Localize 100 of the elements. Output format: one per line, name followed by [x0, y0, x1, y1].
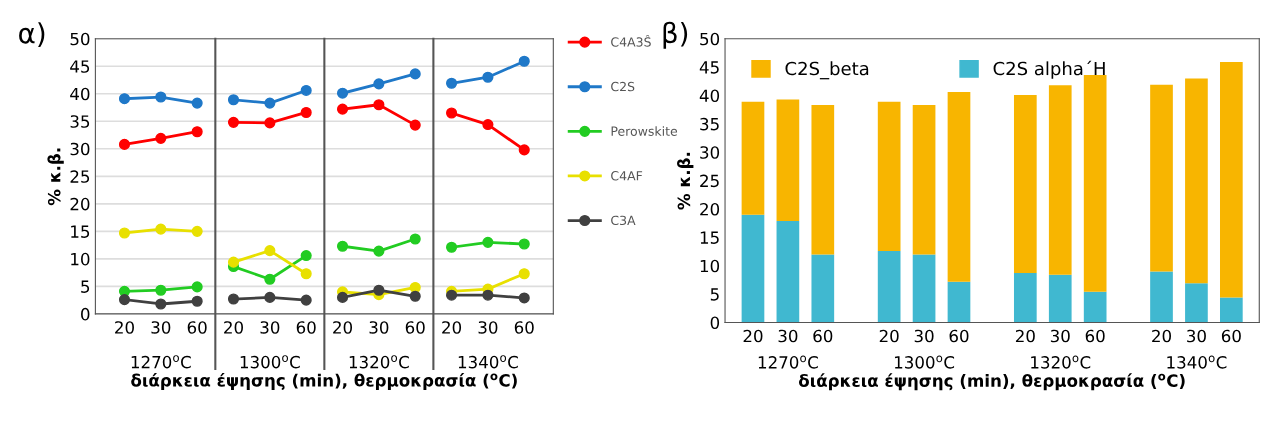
text: 1270$^{o}$C [131, 355, 191, 369]
point [155, 223, 167, 235]
point [191, 281, 203, 293]
point [300, 84, 312, 96]
point [336, 87, 349, 99]
point [300, 250, 312, 262]
x-tick-label: 60 [296, 321, 316, 334]
x-tick-label: 30 [260, 321, 280, 334]
point [446, 241, 458, 253]
point [155, 284, 167, 296]
point [336, 103, 349, 115]
x-tick-label: 20 [1152, 329, 1172, 343]
x-tick-label: 20 [879, 329, 899, 343]
text: 1300$^{o}$C [240, 355, 300, 369]
chart-title: β) [663, 21, 688, 49]
point [373, 245, 385, 257]
y-tick-label: 50 [700, 32, 720, 46]
y-tick-label: 0 [81, 307, 90, 321]
y-tick-label: 45 [699, 61, 719, 74]
y-tick-label: 10 [700, 259, 720, 273]
y-tick-label: 30 [70, 142, 90, 156]
point [191, 225, 203, 237]
point [227, 116, 240, 128]
legend-label: C2S [611, 81, 635, 92]
y-tick-label: 0 [710, 316, 720, 330]
x-tick-label: 30 [151, 321, 171, 334]
x-tick-label: 30 [914, 329, 934, 343]
x-tick-label: 20 [224, 321, 243, 334]
y-tick-label: 20 [70, 197, 90, 211]
x-tick-label: 30 [478, 321, 498, 334]
x-tick-label: 60 [1085, 329, 1105, 343]
point [264, 117, 276, 129]
point [446, 289, 458, 301]
point [336, 291, 349, 303]
y-tick-label: 15 [71, 225, 90, 238]
legend-label: C4A3Ŝ [611, 34, 651, 47]
point [264, 291, 276, 303]
point [155, 132, 167, 144]
text: 1270$^{o}$C [758, 355, 818, 369]
point [191, 97, 203, 109]
point [155, 298, 167, 310]
y-tick-label: 10 [71, 252, 90, 266]
legend-label: C2S alpha΄H [993, 60, 1105, 79]
y-tick-label: 35 [700, 117, 719, 131]
point [300, 106, 312, 119]
text: 1300$^{o}$C [894, 355, 955, 369]
x-axis-title: διάρκεια έψησης (min), θερμοκρασία ($^{o}$C) [131, 373, 517, 390]
point [518, 55, 530, 67]
point [264, 97, 276, 109]
x-tick-label: 20 [333, 321, 353, 334]
point [118, 227, 131, 239]
point [227, 256, 240, 268]
y-tick-label: 25 [700, 174, 719, 188]
point [518, 144, 530, 156]
x-axis-title: διάρκεια έψησης (min), θερμοκρασία ($^{o}$C) [798, 373, 1185, 391]
x-tick-label: 60 [1221, 329, 1241, 343]
x-tick-label: 30 [369, 321, 389, 334]
point [518, 238, 530, 250]
point [482, 289, 494, 301]
y-tick-label: 40 [70, 87, 90, 101]
point [446, 77, 458, 89]
x-tick-label: 60 [813, 329, 833, 343]
point [300, 268, 312, 280]
y-tick-label: 15 [700, 231, 719, 244]
y-tick-label: 25 [70, 170, 90, 183]
y-tick-label: 20 [700, 202, 720, 216]
y-axis-title: % κ.β. [47, 148, 64, 206]
text: 1320$^{o}$C [349, 355, 409, 369]
x-tick-label: 60 [405, 321, 425, 334]
point [482, 119, 494, 131]
y-axis-title: % κ.β. [677, 152, 694, 210]
point [336, 240, 349, 252]
point [300, 294, 312, 306]
x-tick-label: 60 [514, 321, 534, 334]
point [482, 71, 494, 83]
y-tick-label: 30 [700, 146, 720, 159]
point [409, 68, 421, 80]
text: 1340$^{o}$C [1167, 355, 1227, 369]
point [409, 119, 421, 131]
point [264, 245, 276, 257]
point [373, 284, 385, 296]
x-tick-label: 30 [1187, 329, 1206, 343]
point [227, 293, 240, 305]
legend-label: C3A [611, 215, 636, 226]
point [191, 126, 203, 138]
point [518, 292, 530, 304]
x-tick-label: 20 [743, 329, 763, 343]
y-tick-label: 5 [81, 280, 90, 293]
point [373, 78, 385, 90]
y-tick-label: 5 [710, 288, 719, 301]
point [118, 138, 131, 150]
x-tick-label: 20 [442, 321, 462, 334]
point [118, 93, 131, 105]
x-tick-label: 30 [778, 329, 798, 343]
legend-label: C4AF [611, 171, 643, 181]
point [518, 268, 530, 280]
point [409, 233, 421, 245]
x-tick-label: 60 [949, 329, 969, 343]
y-tick-label: 45 [70, 60, 90, 73]
chart-title: α) [19, 22, 45, 47]
